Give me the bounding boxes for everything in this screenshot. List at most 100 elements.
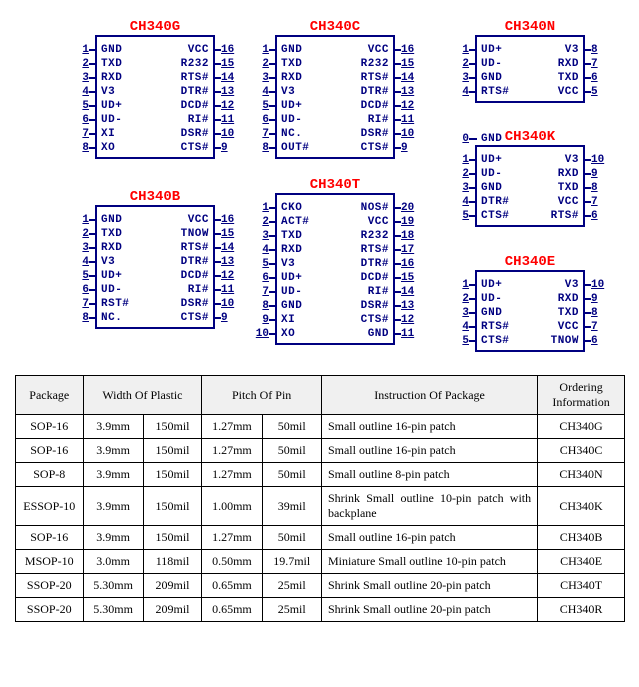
pin-number: 11 xyxy=(221,114,235,126)
pin-label: VCC xyxy=(554,321,583,333)
pin-label: CTS# xyxy=(357,314,393,326)
table-cell: Shrink Small outline 10-pin patch with b… xyxy=(321,487,537,526)
pin-number: 20 xyxy=(401,202,415,214)
table-cell: 150mil xyxy=(143,415,202,439)
chip-pinout-diagrams: CH340G1GND2TXD3RXD4V35UD+6UD-7XI8XO16VCC… xyxy=(15,15,625,355)
table-cell: 209mil xyxy=(143,598,202,622)
table-cell: 209mil xyxy=(143,574,202,598)
table-row: SOP-163.9mm150mil1.27mm50milSmall outlin… xyxy=(16,439,625,463)
pin-stub xyxy=(269,333,277,335)
pin-number: 2 xyxy=(255,58,269,70)
pin-stub xyxy=(583,49,591,51)
pin-left: 3TXD xyxy=(255,229,306,243)
pin-stub xyxy=(469,312,477,314)
table-cell: MSOP-10 xyxy=(16,550,84,574)
pin-stub xyxy=(269,133,277,135)
pin-label: VCC xyxy=(554,86,583,98)
table-cell: 150mil xyxy=(143,487,202,526)
pin-number: 2 xyxy=(455,58,469,70)
table-header: Pitch Of Pin xyxy=(202,376,322,415)
pin-stub xyxy=(583,340,591,342)
table-cell: 50mil xyxy=(262,463,321,487)
pin-stub xyxy=(89,261,97,263)
pin-right: 10DSR# xyxy=(177,297,235,311)
pin-number: 12 xyxy=(401,100,415,112)
table-cell: 150mil xyxy=(143,526,202,550)
pin-label: TXD xyxy=(554,307,583,319)
table-cell: SSOP-20 xyxy=(16,574,84,598)
pin-label: VCC xyxy=(184,44,213,56)
pin-left: 1UD+ xyxy=(455,278,506,292)
pin-stub xyxy=(269,91,277,93)
pin-number: 11 xyxy=(221,284,235,296)
pin-number: 10 xyxy=(401,128,415,140)
pin-stub xyxy=(213,275,221,277)
pin-number: 8 xyxy=(75,312,89,324)
pin-right: 13DSR# xyxy=(357,299,415,313)
pin-stub xyxy=(269,305,277,307)
pin-right: 9RXD xyxy=(554,167,605,181)
pin-stub xyxy=(213,261,221,263)
pin-left: 4RTS# xyxy=(455,85,513,99)
pin-stub xyxy=(269,119,277,121)
pin-label: TXD xyxy=(554,72,583,84)
pin-stub xyxy=(393,305,401,307)
pin-right: 18R232 xyxy=(357,229,415,243)
pin-label: UD- xyxy=(97,114,126,126)
pin-number: 10 xyxy=(221,128,235,140)
pin-label: DTR# xyxy=(357,86,393,98)
pin-stub xyxy=(393,105,401,107)
table-cell: 3.9mm xyxy=(83,415,143,439)
pin-right: 7VCC xyxy=(554,320,605,334)
chip-title: CH340B xyxy=(97,189,213,205)
pin-label: UD- xyxy=(277,114,306,126)
pin-stub xyxy=(393,207,401,209)
pin-stub xyxy=(213,105,221,107)
pin-right: 15R232 xyxy=(177,57,235,71)
table-cell: 0.50mm xyxy=(202,550,262,574)
pin-stub xyxy=(213,49,221,51)
pin-left: 1UD+ xyxy=(455,43,506,57)
pin-stub xyxy=(583,284,591,286)
table-cell: CH340E xyxy=(538,550,625,574)
table-cell: SSOP-20 xyxy=(16,598,84,622)
pin-left: 4V3 xyxy=(75,85,119,99)
pin-label: GND xyxy=(277,300,306,312)
pin-stub xyxy=(213,63,221,65)
pin-number: 6 xyxy=(591,72,605,84)
pin-label: VCC xyxy=(184,214,213,226)
pin-left: 7XI xyxy=(75,127,119,141)
pin-label: OUT# xyxy=(277,142,313,154)
pin-number: 7 xyxy=(255,286,269,298)
pin-label: CTS# xyxy=(357,142,393,154)
pin-label: UD- xyxy=(477,293,506,305)
pin-number: 5 xyxy=(455,335,469,347)
pin-number: 6 xyxy=(255,272,269,284)
pin-label: DCD# xyxy=(357,100,393,112)
pin-stub xyxy=(469,159,477,161)
table-cell: Miniature Small outline 10-pin patch xyxy=(321,550,537,574)
pin-number: 2 xyxy=(75,228,89,240)
pin-right: 9CTS# xyxy=(177,141,235,155)
pin-number: 2 xyxy=(455,168,469,180)
table-cell: CH340K xyxy=(538,487,625,526)
pin-stub xyxy=(269,319,277,321)
pin-left: 2TXD xyxy=(75,57,126,71)
pin-stub xyxy=(583,63,591,65)
pin-left: 5UD+ xyxy=(75,99,126,113)
pin-stub xyxy=(213,147,221,149)
pin-number: 15 xyxy=(401,272,415,284)
pin-number: 6 xyxy=(591,335,605,347)
pin-stub xyxy=(469,63,477,65)
pin-stub xyxy=(269,207,277,209)
pin-label: RXD xyxy=(97,72,126,84)
pin-number: 13 xyxy=(401,86,415,98)
pin-right: 12 DCD# xyxy=(357,99,415,113)
chip-ch340n: CH340N1UD+2UD-3GND4RTS#8V37RXD6TXD5VCC xyxy=(475,35,585,103)
table-cell: CH340B xyxy=(538,526,625,550)
table-cell: 25mil xyxy=(262,598,321,622)
pin-number: 4 xyxy=(75,86,89,98)
pin-number: 2 xyxy=(75,58,89,70)
pin-right: 10V3 xyxy=(561,153,605,167)
table-cell: 19.7mil xyxy=(262,550,321,574)
